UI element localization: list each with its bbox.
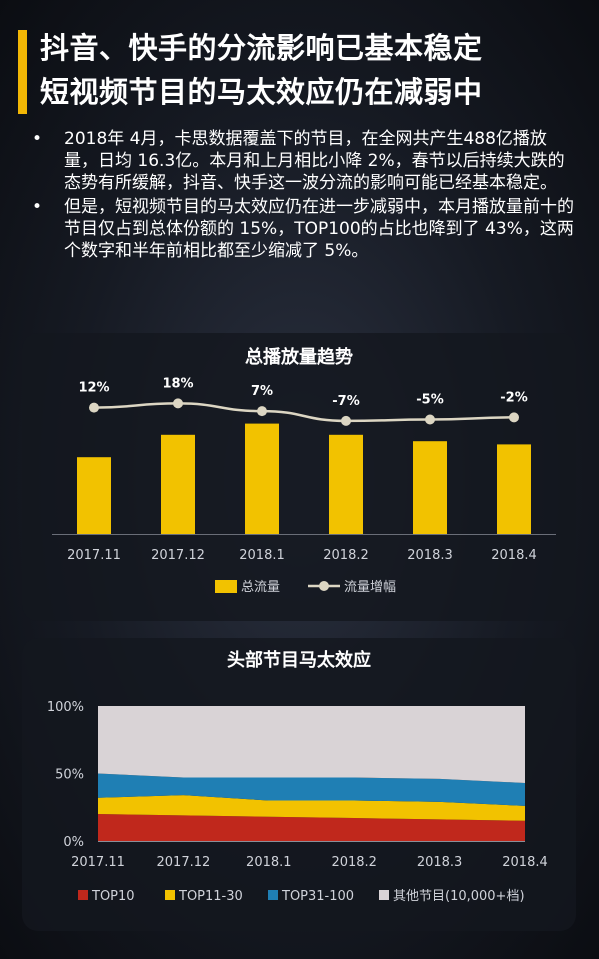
x-tick-label: 2017.12 [157, 855, 211, 870]
area-TOP10 [98, 814, 525, 841]
y-tick-label: 0% [63, 835, 84, 850]
x-tick-label: 2018.4 [491, 548, 537, 563]
legend-swatch-TOP10 [78, 890, 88, 900]
title-line-1: 抖音、快手的分流影响已基本稳定 [40, 31, 483, 65]
bullet-item: • 但是，短视频节目的马太效应仍在进一步减弱中，本月播放量前十的节目仅占到总体份… [30, 196, 575, 262]
bullet-list: • 2018年 4月，卡思数据覆盖下的节目，在全网共产生488亿播放量，日均 1… [30, 128, 575, 264]
x-tick-label: 2017.11 [67, 548, 121, 563]
bar-2018.3 [413, 441, 447, 534]
bullet-text: 但是，短视频节目的马太效应仍在进一步减弱中，本月播放量前十的节目仅占到总体份额的… [64, 197, 574, 261]
matthew-effect-chart: 0% 50% 100% 2017.11 2017.12 2018.1 2018.2 2018.… [47, 700, 548, 904]
x-tick-label: 2018.2 [323, 548, 369, 563]
growth-point-2018.2 [341, 415, 351, 426]
matthew-effect-panel: 头部节目马太效应 0% 50% 100% 2017.11 2017.12 2018.1 20… [22, 638, 576, 931]
area-TOP31-100 [98, 773, 525, 806]
growth-point-2018.3 [425, 414, 435, 425]
legend-swatch-其他节目(10,000+档) [379, 890, 389, 900]
bar-2018.1 [245, 423, 279, 534]
growth-data-label: 12% [78, 381, 109, 396]
title-accent-bar [18, 30, 27, 114]
growth-point-2018.4 [509, 412, 519, 423]
growth-point-2017.12 [173, 398, 183, 409]
legend-label-total: 总流量 [241, 580, 280, 595]
x-tick-label: 2018.1 [239, 548, 285, 563]
bar-2018.4 [497, 444, 531, 534]
play-trend-panel: 总播放量趋势 2017.11 2017.12 2018.1 2018.2 2018.3 2… [22, 333, 576, 621]
area-TOP11-30 [98, 795, 525, 821]
y-tick-label: 50% [55, 768, 84, 783]
title-line-2: 短视频节目的马太效应仍在减弱中 [40, 75, 483, 109]
chart-title: 头部节目马太效应 [227, 650, 371, 671]
bar-2018.2 [329, 434, 363, 534]
growth-point-2017.11 [89, 402, 99, 413]
x-tick-label: 2018.2 [331, 855, 377, 870]
growth-data-label: -5% [416, 393, 443, 408]
growth-line [93, 402, 515, 423]
bullet-text: 2018年 4月，卡思数据覆盖下的节目，在全网共产生488亿播放量，日均 16.… [64, 129, 565, 193]
page-title: 抖音、快手的分流影响已基本稳定 短视频节目的马太效应仍在减弱中 [40, 26, 483, 114]
growth-data-label: -2% [500, 390, 527, 405]
x-tick-label: 2017.11 [71, 855, 125, 870]
legend-swatch-TOP31-100 [268, 890, 278, 900]
bullet-dot: • [32, 197, 43, 217]
area-其他节目(10,000+档) [98, 706, 525, 783]
legend-label: TOP11-30 [178, 889, 243, 904]
legend-swatch-TOP11-30 [165, 890, 175, 900]
growth-point-2018.1 [257, 406, 267, 417]
x-tick-label: 2018.3 [417, 855, 463, 870]
legend-label-growth: 流量增幅 [344, 580, 396, 595]
chart-title: 总播放量趋势 [245, 347, 353, 368]
x-tick-label: 2017.12 [151, 548, 205, 563]
x-tick-label: 2018.1 [246, 855, 292, 870]
growth-data-label: 7% [251, 384, 273, 399]
growth-data-label: -7% [332, 394, 359, 409]
bullet-item: • 2018年 4月，卡思数据覆盖下的节目，在全网共产生488亿播放量，日均 1… [30, 128, 575, 194]
bullet-dot: • [32, 129, 43, 149]
legend-label: TOP10 [91, 889, 135, 904]
x-tick-label: 2018.4 [502, 855, 548, 870]
legend-label: 其他节目(10,000+档) [393, 889, 525, 904]
legend-label: TOP31-100 [281, 889, 354, 904]
y-tick-label: 100% [47, 700, 84, 715]
bar-2017.12 [161, 434, 195, 534]
bar-2017.11 [77, 457, 111, 534]
legend-swatch-total [215, 580, 237, 593]
play-trend-chart: 2017.11 2017.12 2018.1 2018.2 2018.3 2018.4 12… [52, 376, 556, 595]
x-tick-label: 2018.3 [407, 548, 453, 563]
growth-data-label: 18% [162, 376, 193, 391]
legend-marker-growth [319, 581, 329, 591]
